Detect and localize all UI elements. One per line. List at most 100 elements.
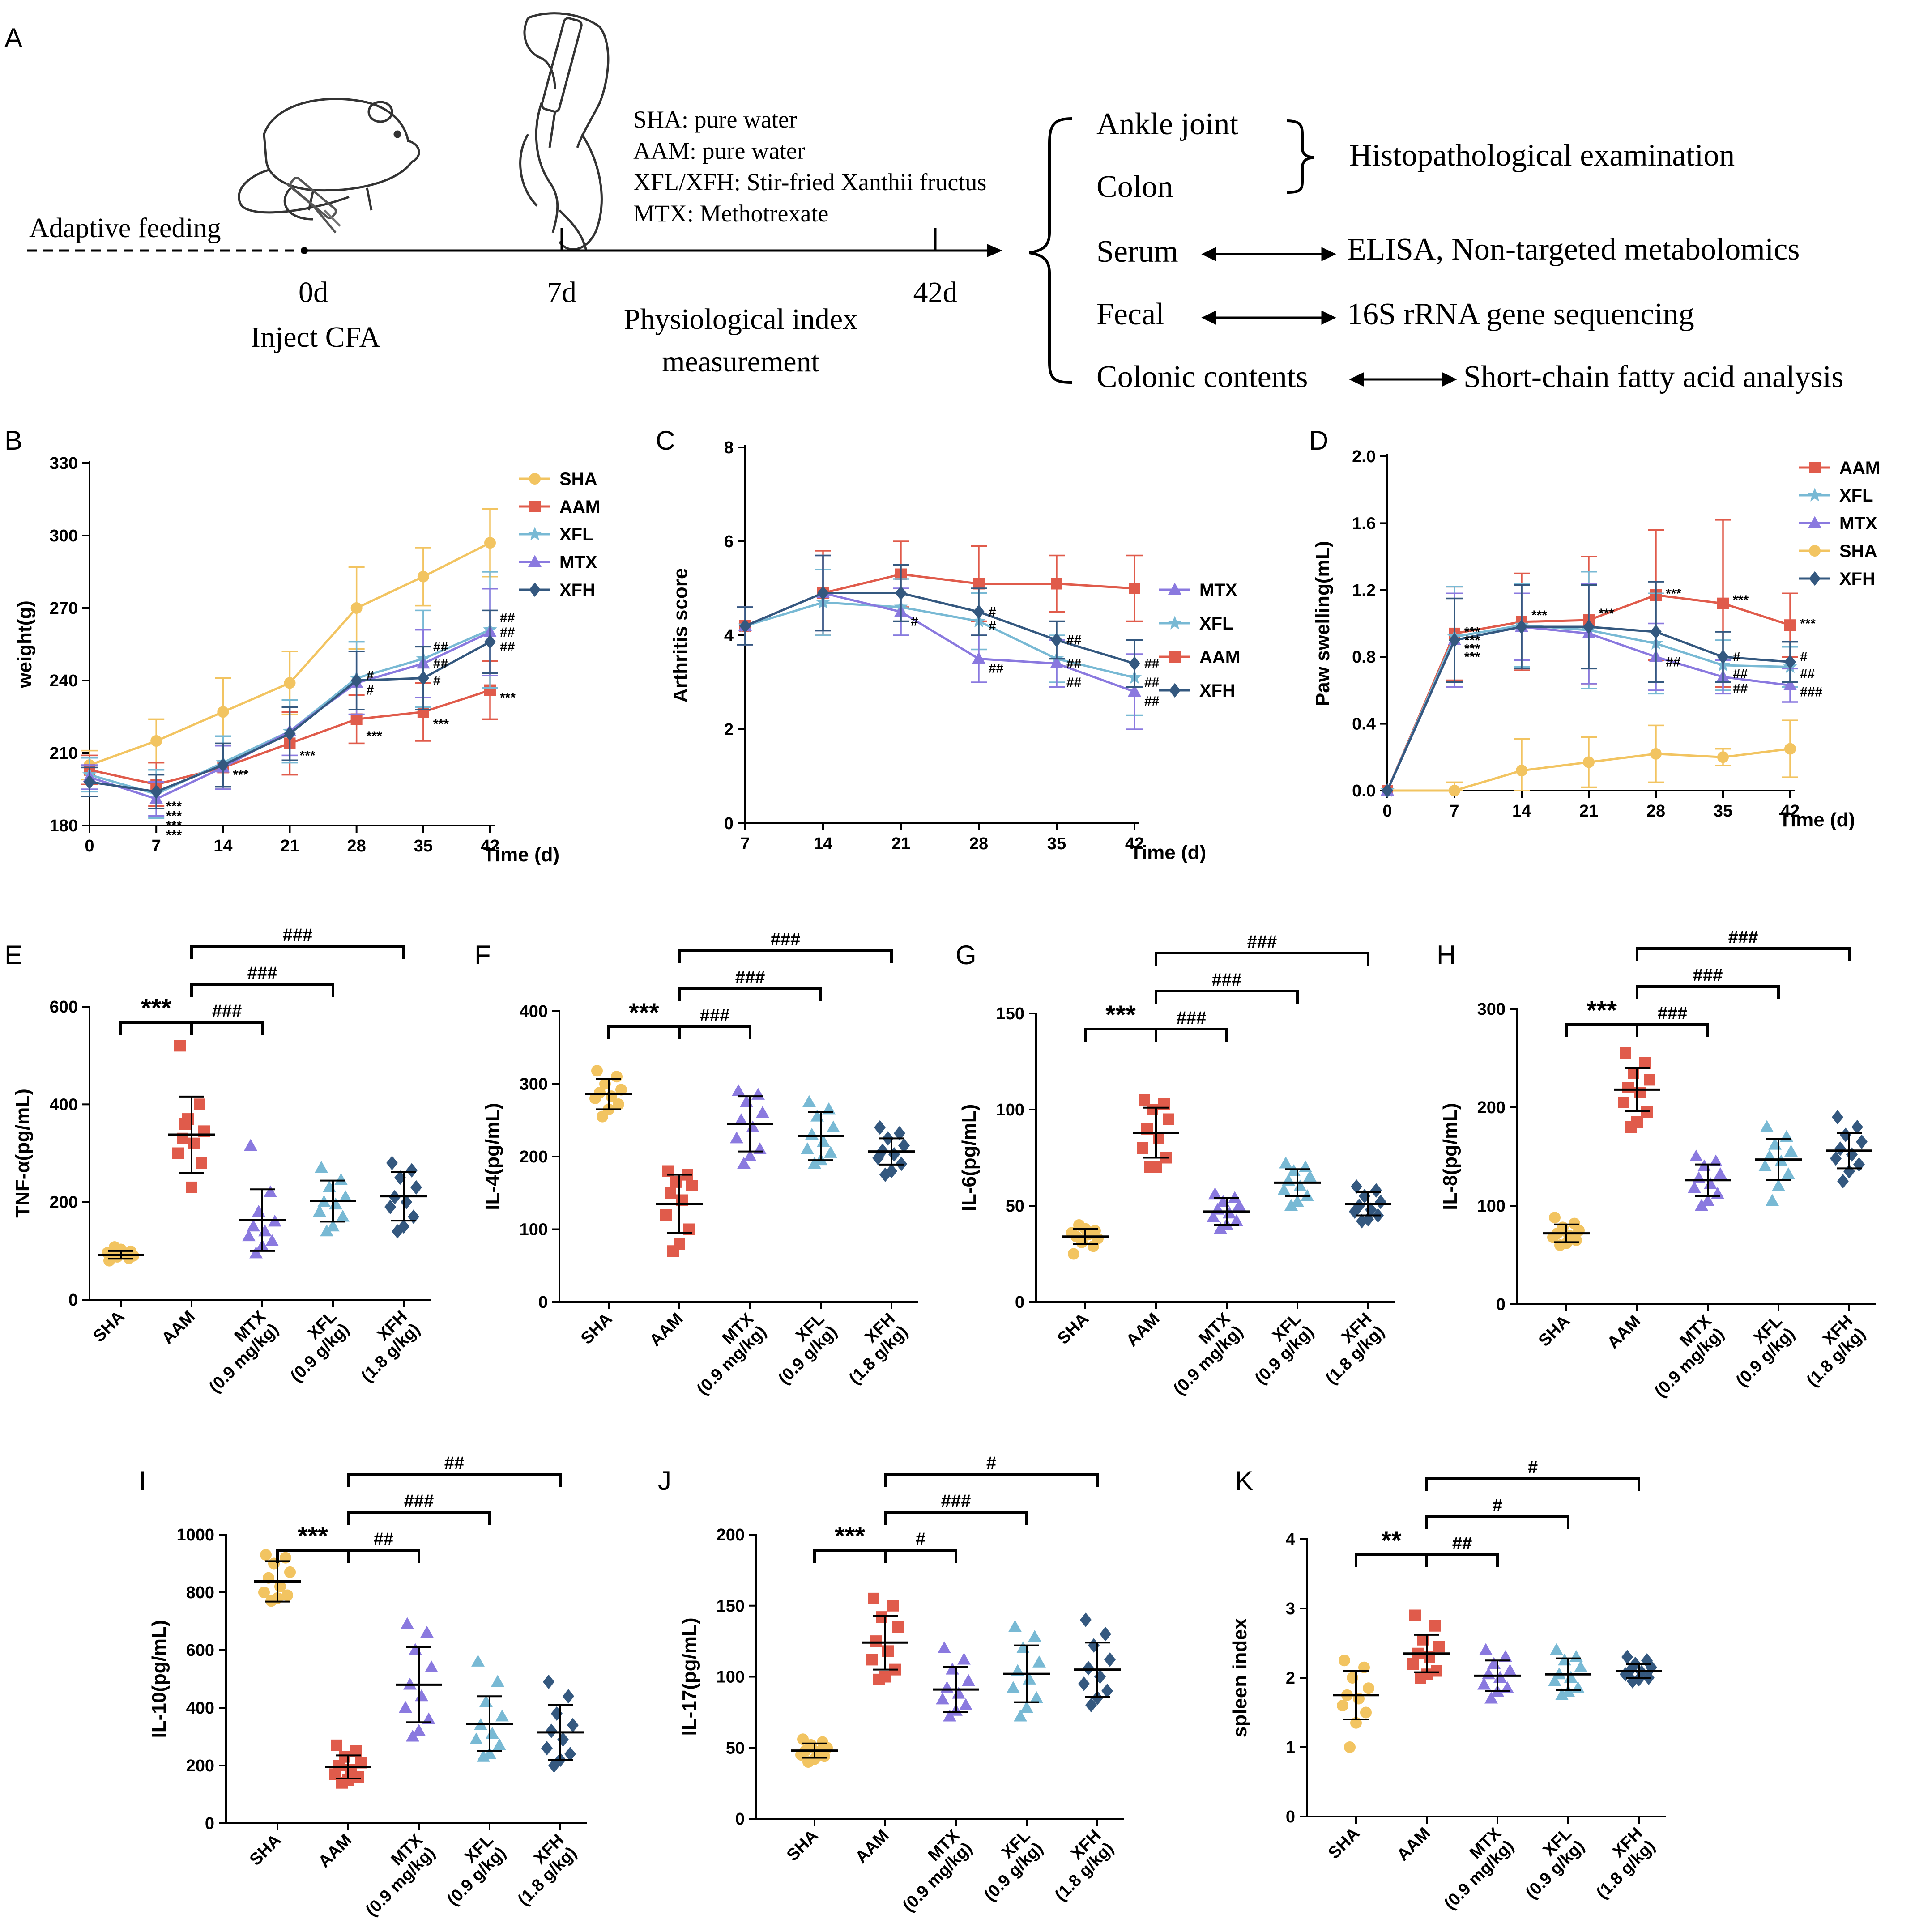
panel-c-point-xfh (973, 604, 985, 619)
panel-c-xtick-label: 35 (1047, 834, 1066, 853)
panel-label-k: K (1235, 1466, 1253, 1496)
panel-i-point-xfl (495, 1709, 509, 1722)
panel-i-point-xfh (557, 1732, 569, 1747)
panel-b-point-xfh (284, 726, 296, 741)
panel-d-sig-annotation: *** (1800, 617, 1816, 631)
panel-e-point-aam (194, 1098, 205, 1110)
panel-i-point-xfl (491, 1675, 504, 1687)
panel-i-point-aam (331, 1739, 342, 1751)
panel-g-point-sha (1068, 1248, 1079, 1260)
panel-h-point-xfl (1772, 1179, 1785, 1191)
panel-c-y-title: Arthritis score (670, 568, 691, 703)
panel-b-y-title: weight(g) (14, 600, 36, 689)
panel-h-category-label-line: SHA (1535, 1312, 1574, 1350)
panel-e-point-xfl (339, 1190, 352, 1202)
panel-j-point-xfh (1085, 1698, 1097, 1713)
arrow-serum (1201, 247, 1336, 261)
panel-label-h: H (1437, 940, 1456, 970)
panel-h-category-label: AAM (1604, 1312, 1644, 1353)
panel-g-category-label: XFH(1.8 g/kg) (1309, 1310, 1388, 1388)
arrow-colonic (1349, 372, 1457, 387)
panel-e-sig-bracket (119, 1021, 193, 1035)
panel-h-point-mtx (1709, 1154, 1723, 1167)
panel-j-point-xfl (1030, 1691, 1043, 1703)
panel-c-x-title: Time (d) (1130, 842, 1206, 864)
panel-k-point-xfh (1621, 1650, 1633, 1664)
panel-h-point-xfh (1834, 1141, 1846, 1156)
panel-h-point-mtx (1689, 1149, 1703, 1162)
panel-d-sig-annotation: *** (1666, 586, 1681, 601)
panel-g-point-mtx (1228, 1191, 1241, 1203)
panel-e-point-xfl (329, 1197, 342, 1210)
panel-f-category-label: XFL(0.9 g/kg) (762, 1310, 841, 1388)
panel-g-point-mtx (1233, 1199, 1246, 1211)
panel-j-point-xfh (1094, 1669, 1106, 1684)
panel-b-legend-label: XFH (559, 580, 595, 600)
panel-e-point-xfl (336, 1209, 350, 1222)
panel-b-sig-annotation: ## (500, 625, 515, 640)
panel-b-sig-annotation: ## (433, 639, 448, 654)
panel-j-point-xfh (1100, 1627, 1111, 1642)
panel-c-sig-annotation: ## (1144, 694, 1160, 709)
panel-f-ytick-label: 0 (538, 1293, 548, 1312)
panel-b-sig-annotation: ## (500, 639, 515, 654)
panel-f-point-xfh (888, 1147, 900, 1162)
panel-e-ytick-label: 600 (50, 998, 78, 1017)
panel-j-point-aam (873, 1673, 885, 1685)
panel-d-point-sha (1717, 751, 1729, 763)
panel-e-sig-label: *** (141, 994, 171, 1023)
panel-c-legend-marker (1169, 651, 1181, 663)
panel-d-ytick-label: 2.0 (1352, 447, 1376, 466)
panel-e-point-xfh (410, 1180, 422, 1195)
panel-e-sig-bracket (190, 945, 405, 959)
panel-j-category-label: XFL(0.9 g/kg) (968, 1826, 1047, 1905)
panel-j-sig-label: ### (941, 1491, 971, 1511)
panel-c-ytick-label: 0 (724, 814, 734, 833)
panel-b-sig-annotation: *** (166, 828, 182, 843)
panel-f-point-xfh (898, 1138, 910, 1153)
panel-g-point-aam (1144, 1161, 1156, 1173)
panel-h-point-sha (1570, 1234, 1582, 1246)
panel-f-point-mtx (756, 1106, 769, 1118)
panel-h-point-aam (1618, 1097, 1629, 1108)
panel-b-point-sha (484, 537, 496, 549)
panel-d-point-xfh (1516, 619, 1527, 634)
panel-i-point-mtx (425, 1660, 438, 1672)
panel-g-category-label: AAM (1122, 1310, 1163, 1350)
panel-j-point-sha (797, 1733, 809, 1745)
panel-j-point-mtx (962, 1674, 975, 1686)
panel-d-sig-annotation: ### (1800, 685, 1822, 700)
panel-i-point-mtx (406, 1729, 419, 1742)
panel-j-point-xfh (1092, 1690, 1103, 1706)
panel-h-ytick-label: 200 (1477, 1098, 1506, 1117)
panel-k-sig-bracket (1425, 1477, 1640, 1491)
panel-j-point-xfh (1104, 1652, 1116, 1667)
panel-e-sig-label: ### (212, 1001, 242, 1021)
panel-f-category-label: MTX(0.9 mg/kg) (681, 1309, 770, 1399)
panel-i-sig-bracket (347, 1511, 491, 1525)
panel-f-point-mtx (730, 1131, 743, 1144)
panel-h-point-aam (1622, 1082, 1634, 1093)
panel-h-sig-bracket (1636, 1023, 1709, 1037)
panel-d-point-aam (1717, 597, 1729, 609)
panel-d-sig-annotation: *** (1733, 593, 1749, 608)
panel-b-point-xfh (217, 757, 229, 773)
panel-e-point-xfl (313, 1204, 326, 1217)
panel-f-ytick-label: 200 (520, 1148, 548, 1166)
panel-k-ytick-label: 3 (1286, 1600, 1295, 1618)
panel-c-line-xfl (745, 601, 1135, 679)
panel-g-point-xfl (1279, 1156, 1292, 1169)
panel-k-category-label-line: AAM (1393, 1824, 1434, 1865)
panel-i-category-label: SHA (246, 1831, 285, 1869)
panel-j-category-label: XFH(1.8 g/kg) (1039, 1826, 1117, 1905)
panel-g-point-xfl (1291, 1195, 1304, 1207)
panel-i-category-label-line: AAM (315, 1831, 355, 1872)
sample-fecal: Fecal (1096, 297, 1164, 332)
panel-k-ytick-label: 1 (1286, 1738, 1295, 1757)
panel-g-point-mtx (1214, 1222, 1227, 1234)
panel-e-point-xfl (315, 1161, 328, 1173)
panel-label-c: C (656, 425, 675, 455)
panel-g-point-xfh (1351, 1179, 1362, 1194)
panel-label-d: D (1309, 425, 1328, 455)
panel-f-point-xfl (824, 1146, 837, 1158)
